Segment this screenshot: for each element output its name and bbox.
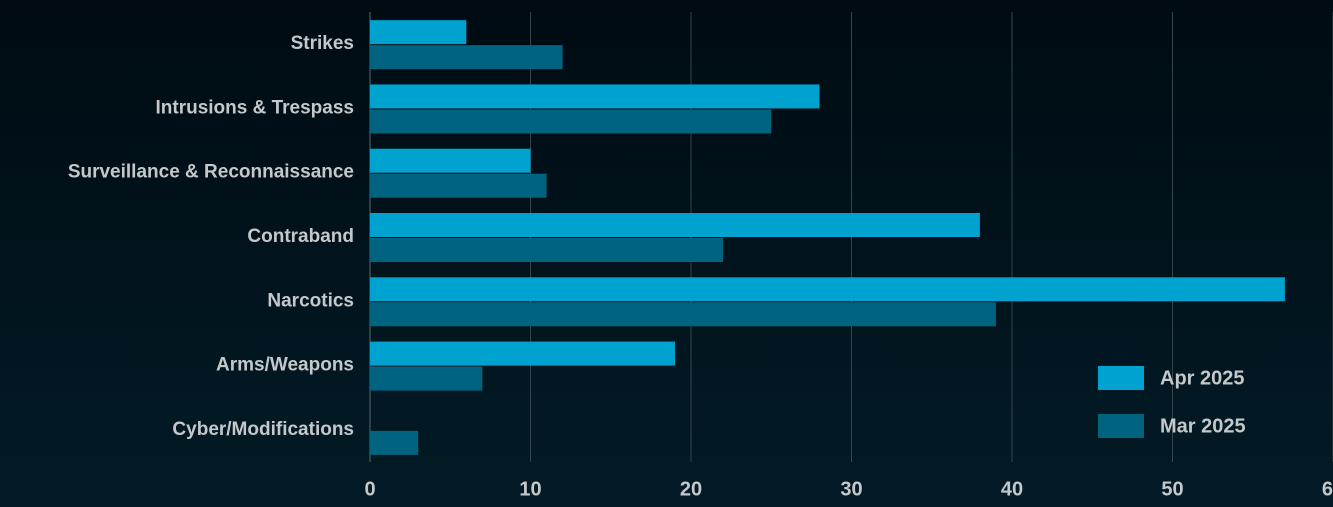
bar <box>370 148 531 173</box>
bar <box>370 213 980 237</box>
bar <box>370 45 563 70</box>
x-tick-label: 20 <box>680 478 702 500</box>
legend-swatch <box>1098 366 1144 390</box>
bar <box>370 430 419 455</box>
x-tick-label: 60 <box>1322 478 1333 500</box>
x-tick-label: 0 <box>364 478 375 500</box>
y-tick-label: Intrusions & Trespass <box>155 97 354 118</box>
x-tick-label: 30 <box>840 478 862 500</box>
y-tick-label: Cyber/Modifications <box>172 419 354 440</box>
bar <box>370 302 996 327</box>
bar <box>370 84 820 109</box>
bar <box>370 238 724 262</box>
legend-label: Mar 2025 <box>1160 415 1246 437</box>
legend-swatch <box>1098 414 1144 438</box>
y-tick-label: Contraband <box>247 226 354 247</box>
bar <box>370 341 675 366</box>
y-tick-label: Arms/Weapons <box>216 355 354 376</box>
legend-label: Apr 2025 <box>1160 367 1245 389</box>
bar <box>370 366 483 391</box>
x-tick-label: 50 <box>1161 478 1183 500</box>
bar <box>370 173 547 198</box>
bar <box>370 109 772 134</box>
x-tick-label: 10 <box>519 478 541 500</box>
y-tick-label: Strikes <box>291 33 354 54</box>
y-tick-label: Surveillance & Reconnaissance <box>68 162 354 183</box>
bar <box>370 277 1285 302</box>
x-tick-label: 40 <box>1001 478 1023 500</box>
bar <box>370 20 467 45</box>
y-tick-label: Narcotics <box>267 290 354 311</box>
